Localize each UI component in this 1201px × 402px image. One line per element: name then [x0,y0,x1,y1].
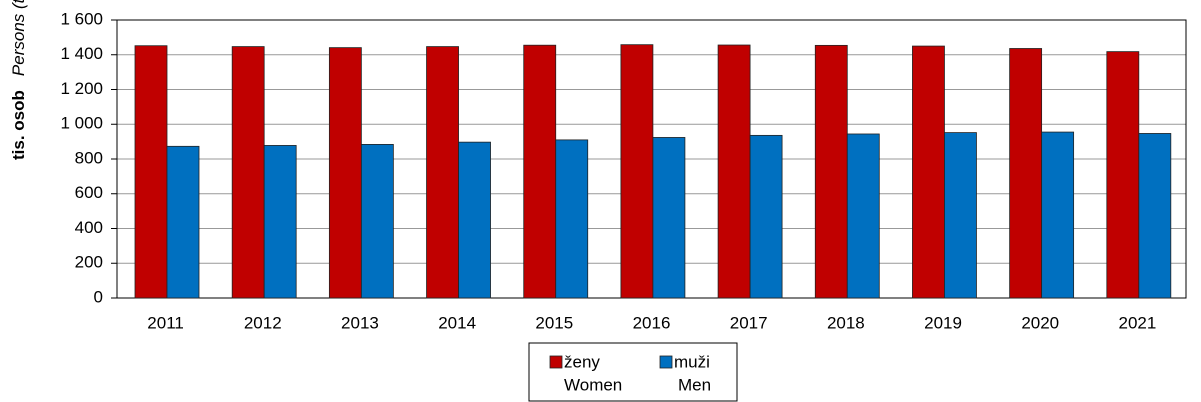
bar [620,44,654,299]
x-tick-label: 2013 [341,313,379,332]
bar [263,145,297,299]
bar [1041,131,1075,299]
y-tick-label: 1 200 [60,79,103,98]
bar [846,133,880,299]
bar [652,137,686,299]
bar [231,46,265,299]
y-axis-label-cs: tis. osob [9,90,28,160]
bar [749,134,783,299]
y-tick-label: 1 600 [60,9,103,28]
bar [426,46,459,299]
y-tick-label: 200 [75,253,103,272]
bar [360,144,394,299]
bar [458,141,491,299]
y-tick-label: 0 [94,287,103,306]
y-axis-label-en: Persons (thous.) [9,0,28,76]
bar [1138,133,1172,299]
bar [1106,51,1140,299]
bar [523,44,557,299]
x-tick-label: 2018 [827,313,865,332]
legend-label: muži [674,352,710,371]
x-tick-label: 2021 [1118,313,1156,332]
bar [166,145,200,299]
legend-box [528,342,738,402]
bar [814,44,848,299]
x-tick-label: 2012 [244,313,282,332]
x-tick-label: 2011 [147,313,184,332]
bar [134,45,168,299]
y-axis-label: tis. osob Persons (thous.) [9,0,28,160]
x-tick-label: 2020 [1021,313,1059,332]
x-tick-label: 2017 [730,313,768,332]
x-tick-label: 2016 [633,313,671,332]
legend-label: ženy [564,352,600,371]
x-tick-label: 2014 [438,313,476,332]
x-tick-label: 2015 [535,313,573,332]
y-tick-label: 800 [75,148,103,167]
bar [328,47,362,299]
bar [555,139,589,299]
legend-swatch [659,355,673,369]
y-tick-label: 1 000 [60,114,103,133]
y-tick-label: 400 [75,218,103,237]
bar [912,45,945,299]
legend-swatch [549,355,563,369]
bar [1009,48,1043,299]
legend-label-en: Men [678,375,711,394]
legend-label-en: Women [564,375,622,394]
bar [717,44,751,299]
x-tick-label: 2019 [924,313,962,332]
bar [944,132,977,299]
y-tick-label: 1 400 [60,44,103,63]
y-tick-label: 600 [75,183,103,202]
